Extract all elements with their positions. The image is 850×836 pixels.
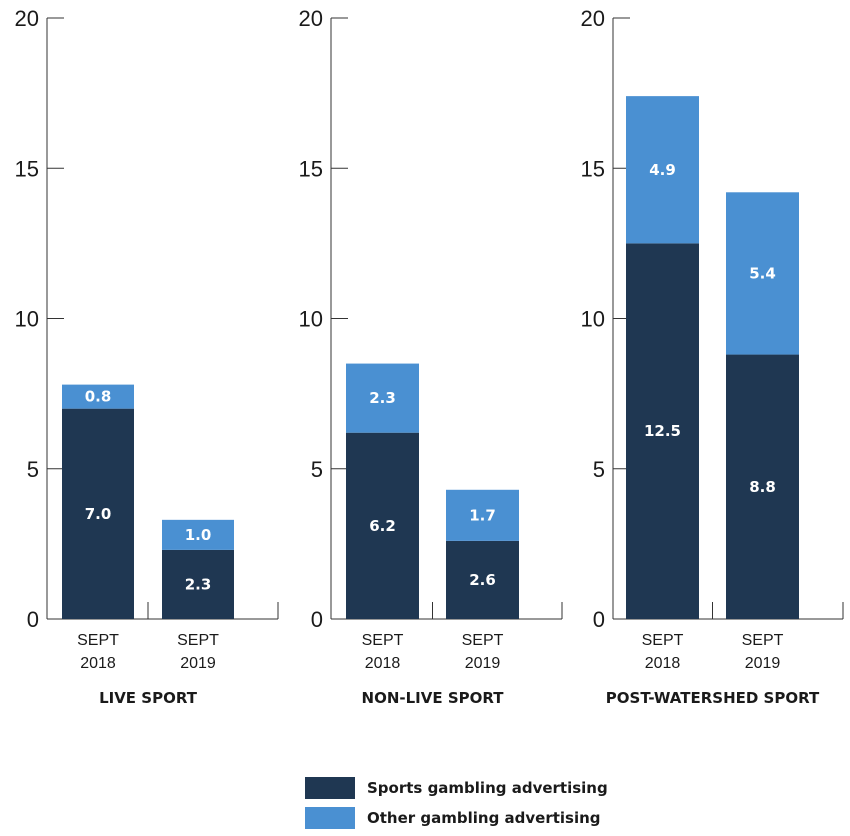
bar-sports-2018 [626, 243, 699, 619]
bar-sports-2019 [726, 354, 799, 619]
bar-other-2019 [726, 192, 799, 355]
x-category-label: SEPT [642, 632, 684, 649]
y-tick-label: 10 [15, 307, 39, 332]
bar-other-2019 [162, 519, 234, 550]
y-tick-label: 5 [311, 457, 323, 482]
legend-swatch-sports [305, 777, 355, 799]
bar-value-label: 5.4 [749, 264, 776, 282]
y-tick-label: 5 [593, 457, 605, 482]
legend-swatch-other [305, 807, 355, 829]
y-tick-label: 10 [581, 307, 605, 332]
bar-value-label: 7.0 [85, 505, 112, 523]
bar-sports-2018 [62, 408, 134, 619]
bar-value-label: 12.5 [644, 422, 681, 440]
bar-sports-2019 [446, 540, 519, 619]
y-tick-label: 20 [581, 6, 605, 31]
legend-label-other: Other gambling advertising [367, 809, 601, 827]
x-category-label: 2018 [645, 655, 681, 672]
y-tick-label: 5 [27, 457, 39, 482]
x-category-label: 2019 [745, 655, 781, 672]
x-category-label: 2018 [365, 655, 401, 672]
legend-item-other: Other gambling advertising [305, 806, 608, 830]
bar-value-label: 4.9 [649, 161, 676, 179]
bar-value-label: 0.8 [85, 388, 112, 406]
panel-title: NON-LIVE SPORT [362, 689, 505, 707]
bar-other-2018 [346, 363, 419, 433]
x-category-label: 2019 [465, 655, 501, 672]
bar-other-2018 [62, 384, 134, 409]
bar-value-label: 6.2 [369, 517, 396, 535]
x-category-label: SEPT [362, 632, 404, 649]
x-category-label: SEPT [177, 632, 219, 649]
x-category-label: 2019 [180, 655, 216, 672]
bar-other-2018 [626, 96, 699, 244]
bar-value-label: 1.0 [185, 526, 212, 544]
x-category-label: SEPT [742, 632, 784, 649]
x-category-label: SEPT [462, 632, 504, 649]
bar-value-label: 2.3 [185, 575, 212, 593]
y-tick-label: 20 [15, 6, 39, 31]
y-tick-label: 10 [299, 307, 323, 332]
x-category-label: SEPT [77, 632, 119, 649]
bar-value-label: 2.6 [469, 571, 496, 589]
legend-item-sports: Sports gambling advertising [305, 776, 608, 800]
legend-label-sports: Sports gambling advertising [367, 779, 608, 797]
y-tick-label: 0 [311, 607, 323, 632]
bar-sports-2019 [162, 549, 234, 619]
y-tick-label: 20 [299, 6, 323, 31]
x-category-label: 2018 [80, 655, 116, 672]
bar-value-label: 8.8 [749, 478, 776, 496]
panel-title: LIVE SPORT [99, 689, 198, 707]
panel-title: POST-WATERSHED SPORT [606, 689, 820, 707]
y-tick-label: 0 [593, 607, 605, 632]
y-tick-label: 15 [581, 156, 605, 181]
gambling-advertising-chart: 0 5 10 15 20 7.0 0.8 SEPT 2018 2.3 1.0 SEPT 2019 LIVE… [15, 6, 844, 707]
y-tick-label: 15 [15, 156, 39, 181]
chart-legend: Sports gambling advertising Other gambli… [305, 776, 608, 836]
bar-value-label: 1.7 [469, 506, 496, 524]
bar-sports-2018 [346, 432, 419, 619]
bar-other-2019 [446, 489, 519, 541]
y-tick-label: 0 [27, 607, 39, 632]
y-tick-label: 15 [299, 156, 323, 181]
bar-value-label: 2.3 [369, 389, 396, 407]
